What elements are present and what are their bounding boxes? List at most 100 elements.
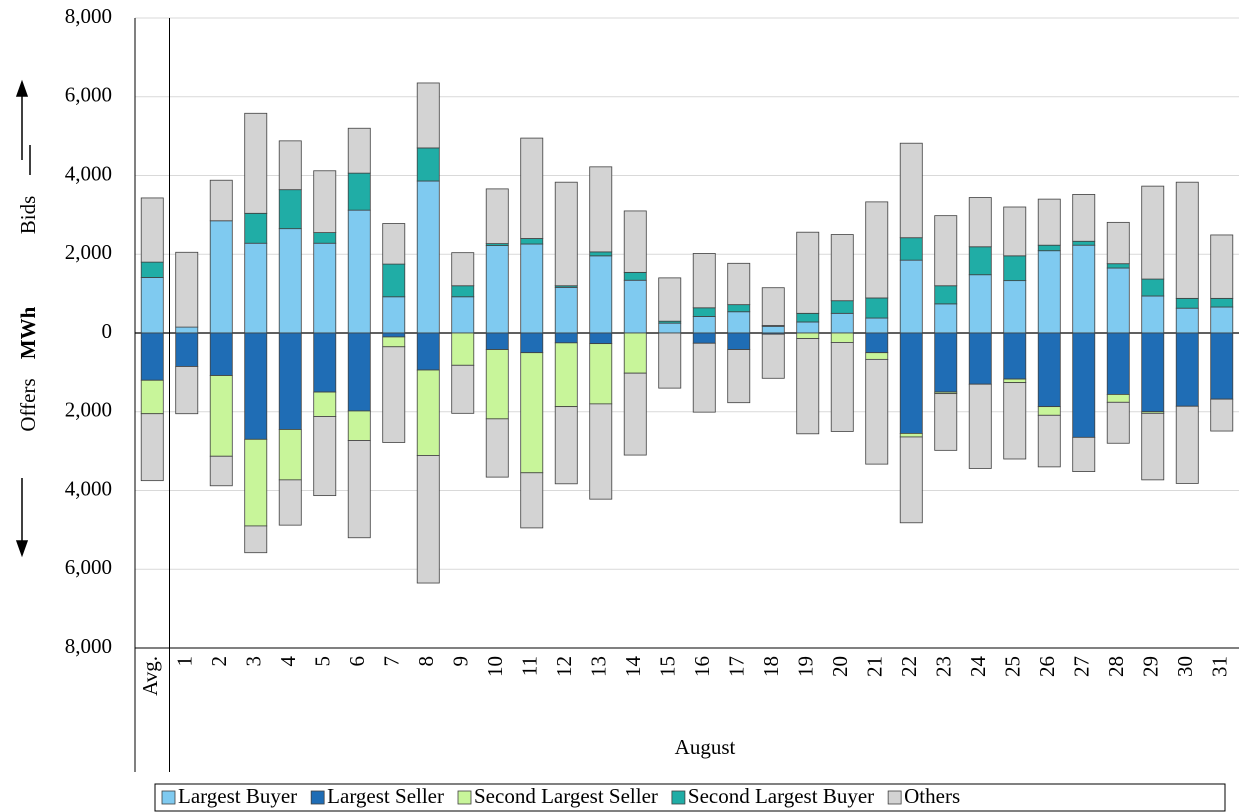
x-tick-label: 30 — [1173, 656, 1197, 677]
bar-segment — [658, 277, 682, 322]
bar-segment — [1141, 332, 1165, 413]
x-tick-label: 25 — [1001, 656, 1025, 677]
bar-segment — [485, 332, 509, 350]
y-axis-title: MWh — [16, 306, 40, 359]
bar-segment — [1072, 332, 1096, 438]
bar-segment — [278, 228, 302, 334]
x-tick-label: 11 — [518, 656, 542, 676]
bar-segment — [761, 325, 785, 334]
bar-segment — [451, 296, 475, 334]
bar-segment — [1210, 332, 1234, 400]
bar-segment — [589, 251, 613, 257]
bar-segment — [1037, 198, 1061, 246]
bar-segment — [520, 352, 544, 474]
bar-segment — [554, 342, 578, 408]
bar-segment — [1210, 297, 1234, 308]
y-tick-label: 6,000 — [65, 555, 112, 579]
bar-segment — [140, 413, 164, 482]
bar-segment — [485, 349, 509, 420]
bar-segment — [382, 223, 406, 265]
bar-segment — [1037, 332, 1061, 408]
bar-segment — [382, 332, 406, 338]
bar-segment — [1037, 250, 1061, 334]
bar-segment — [1003, 255, 1027, 282]
bar-segment — [140, 261, 164, 278]
bar-segment — [313, 416, 337, 497]
bar-segment — [1210, 234, 1234, 299]
bar-segment — [313, 232, 337, 244]
bar-segment — [175, 366, 199, 415]
bar-segment — [1106, 394, 1130, 403]
bar-segment — [1210, 306, 1234, 334]
x-tick-label: 27 — [1070, 656, 1094, 677]
bar-segment — [347, 332, 371, 412]
x-tick-label: 13 — [587, 656, 611, 677]
bar-segment — [347, 440, 371, 539]
bar-segment — [865, 358, 889, 465]
bar-segment — [1003, 378, 1027, 384]
bar-segment — [830, 342, 854, 432]
bar-segment — [1072, 240, 1096, 246]
bar-segment — [278, 429, 302, 481]
legend-label: Second Largest Seller — [474, 784, 658, 808]
bar-segment — [313, 170, 337, 233]
bar-segment — [1175, 181, 1199, 299]
bar-segment — [175, 332, 199, 367]
x-tick-label: 26 — [1035, 656, 1059, 677]
bar-segment — [658, 322, 682, 334]
bar-segment — [796, 332, 820, 339]
bar-segment — [727, 262, 751, 306]
bar-segment — [1141, 412, 1165, 481]
x-tick-label: 9 — [449, 656, 473, 667]
bar-segment — [727, 311, 751, 334]
bar-segment — [1106, 267, 1130, 334]
bar-segment — [554, 286, 578, 334]
legend-swatch — [887, 790, 902, 805]
bar-segment — [1072, 244, 1096, 334]
x-tick-label: Avg. — [138, 656, 162, 696]
bar-segment — [209, 375, 233, 457]
x-tick-label: 23 — [932, 656, 956, 677]
bar-segment — [934, 393, 958, 451]
x-tick-label: 7 — [380, 656, 404, 667]
x-tick-label: 3 — [242, 656, 266, 667]
bar-segment — [727, 332, 751, 350]
bar-segment — [1106, 221, 1130, 265]
bar-segment — [796, 312, 820, 323]
x-tick-label: 8 — [414, 656, 438, 667]
bar-segment — [968, 246, 992, 276]
y-tick-label: 2,000 — [65, 240, 112, 264]
bar-segment — [1037, 406, 1061, 416]
bar-segment — [1175, 332, 1199, 407]
bar-segment — [830, 234, 854, 302]
bar-segment — [140, 332, 164, 381]
bar-segment — [382, 346, 406, 443]
y-tick-label: 8,000 — [65, 634, 112, 658]
bar-segment — [589, 343, 613, 405]
x-axis-title: August — [675, 735, 736, 759]
bar-segment — [416, 369, 440, 456]
bar-segment — [520, 137, 544, 239]
bar-segment — [796, 338, 820, 435]
bar-segment — [899, 433, 923, 438]
bar-segment — [278, 332, 302, 430]
bar-segment — [520, 332, 544, 354]
bar-segment — [1141, 278, 1165, 297]
bar-segment — [451, 364, 475, 414]
legend-label: Largest Buyer — [178, 784, 297, 808]
bar-segment — [244, 438, 268, 527]
bar-segment — [1175, 297, 1199, 309]
bar-segment — [1175, 405, 1199, 484]
bar-segment — [244, 332, 268, 440]
legend-swatch — [161, 790, 176, 805]
bar-segment — [865, 332, 889, 354]
bar-segment — [1106, 332, 1130, 395]
bar-segment — [1141, 295, 1165, 334]
bar-segment — [244, 212, 268, 244]
y-tick-label: 0 — [102, 319, 113, 343]
bar-segment — [1003, 382, 1027, 460]
bar-segment — [1210, 398, 1234, 432]
bar-segment — [554, 332, 578, 344]
bar-segment — [589, 403, 613, 500]
